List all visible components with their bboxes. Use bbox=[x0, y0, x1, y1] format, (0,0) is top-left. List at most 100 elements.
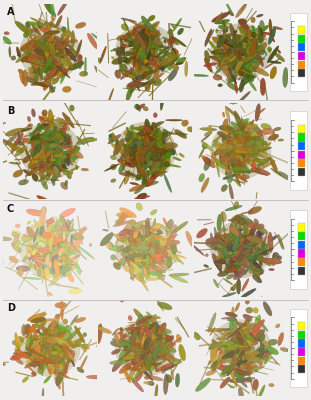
Ellipse shape bbox=[220, 377, 230, 388]
Ellipse shape bbox=[160, 150, 163, 154]
Ellipse shape bbox=[231, 43, 244, 56]
Ellipse shape bbox=[49, 353, 55, 357]
Ellipse shape bbox=[45, 342, 54, 350]
Ellipse shape bbox=[138, 132, 145, 136]
Ellipse shape bbox=[49, 141, 54, 160]
Ellipse shape bbox=[233, 348, 240, 352]
Ellipse shape bbox=[167, 337, 181, 348]
Ellipse shape bbox=[217, 328, 233, 331]
Ellipse shape bbox=[138, 51, 146, 70]
Ellipse shape bbox=[56, 358, 68, 370]
Ellipse shape bbox=[148, 142, 155, 147]
Ellipse shape bbox=[40, 60, 42, 81]
Ellipse shape bbox=[143, 38, 156, 43]
Ellipse shape bbox=[149, 130, 153, 134]
Ellipse shape bbox=[127, 327, 144, 332]
Ellipse shape bbox=[135, 60, 139, 67]
Ellipse shape bbox=[62, 344, 73, 360]
Ellipse shape bbox=[35, 311, 45, 328]
Ellipse shape bbox=[65, 353, 71, 359]
Ellipse shape bbox=[211, 342, 220, 358]
Ellipse shape bbox=[143, 320, 150, 329]
Ellipse shape bbox=[147, 60, 160, 68]
Ellipse shape bbox=[141, 150, 145, 162]
Ellipse shape bbox=[156, 55, 161, 59]
Ellipse shape bbox=[264, 355, 269, 364]
Ellipse shape bbox=[117, 35, 126, 40]
Ellipse shape bbox=[247, 129, 252, 133]
Ellipse shape bbox=[224, 260, 232, 271]
Ellipse shape bbox=[110, 164, 116, 170]
Ellipse shape bbox=[44, 18, 56, 32]
Ellipse shape bbox=[138, 344, 156, 352]
Ellipse shape bbox=[129, 149, 141, 152]
Ellipse shape bbox=[252, 377, 255, 379]
Ellipse shape bbox=[171, 36, 187, 47]
Ellipse shape bbox=[145, 52, 147, 55]
Ellipse shape bbox=[233, 369, 251, 376]
Ellipse shape bbox=[239, 373, 244, 379]
Bar bbox=[298, 241, 305, 249]
Ellipse shape bbox=[236, 91, 250, 105]
Ellipse shape bbox=[30, 36, 44, 44]
Ellipse shape bbox=[244, 320, 249, 326]
Ellipse shape bbox=[28, 48, 36, 53]
Ellipse shape bbox=[238, 142, 241, 145]
Ellipse shape bbox=[234, 342, 243, 350]
Ellipse shape bbox=[267, 47, 272, 51]
Ellipse shape bbox=[208, 342, 219, 350]
Ellipse shape bbox=[22, 70, 28, 86]
Ellipse shape bbox=[225, 106, 240, 120]
Ellipse shape bbox=[237, 252, 241, 255]
Ellipse shape bbox=[51, 150, 54, 164]
Ellipse shape bbox=[130, 58, 138, 68]
Ellipse shape bbox=[19, 180, 29, 185]
Ellipse shape bbox=[243, 151, 248, 155]
Ellipse shape bbox=[143, 34, 151, 40]
Ellipse shape bbox=[131, 67, 139, 82]
Ellipse shape bbox=[215, 20, 230, 24]
Ellipse shape bbox=[245, 342, 252, 360]
Ellipse shape bbox=[144, 168, 149, 186]
Ellipse shape bbox=[137, 348, 148, 356]
Ellipse shape bbox=[220, 64, 231, 78]
Ellipse shape bbox=[239, 250, 242, 254]
Ellipse shape bbox=[137, 257, 152, 269]
Ellipse shape bbox=[216, 338, 229, 340]
Ellipse shape bbox=[46, 350, 63, 362]
Ellipse shape bbox=[52, 155, 58, 163]
Ellipse shape bbox=[144, 126, 153, 139]
Ellipse shape bbox=[123, 230, 138, 236]
Ellipse shape bbox=[130, 262, 142, 272]
Ellipse shape bbox=[238, 388, 244, 400]
Ellipse shape bbox=[104, 164, 119, 171]
Ellipse shape bbox=[30, 123, 45, 135]
Ellipse shape bbox=[64, 54, 73, 69]
Ellipse shape bbox=[167, 63, 172, 70]
Ellipse shape bbox=[249, 258, 254, 262]
Ellipse shape bbox=[124, 51, 126, 55]
Ellipse shape bbox=[153, 121, 164, 127]
Ellipse shape bbox=[238, 241, 247, 249]
Ellipse shape bbox=[61, 151, 79, 158]
Ellipse shape bbox=[255, 272, 263, 275]
Ellipse shape bbox=[134, 50, 139, 58]
Ellipse shape bbox=[159, 48, 169, 64]
Ellipse shape bbox=[117, 247, 132, 258]
Ellipse shape bbox=[229, 140, 236, 149]
Ellipse shape bbox=[63, 319, 68, 324]
Ellipse shape bbox=[53, 239, 72, 244]
Ellipse shape bbox=[236, 45, 244, 51]
Ellipse shape bbox=[146, 244, 149, 248]
Ellipse shape bbox=[53, 36, 59, 44]
Ellipse shape bbox=[244, 73, 247, 77]
Bar bbox=[298, 26, 305, 34]
Ellipse shape bbox=[234, 201, 239, 208]
Ellipse shape bbox=[44, 49, 47, 52]
Ellipse shape bbox=[41, 346, 56, 351]
Ellipse shape bbox=[142, 173, 146, 176]
Ellipse shape bbox=[77, 54, 82, 64]
Ellipse shape bbox=[50, 336, 55, 341]
Ellipse shape bbox=[224, 45, 238, 51]
Ellipse shape bbox=[132, 264, 135, 270]
